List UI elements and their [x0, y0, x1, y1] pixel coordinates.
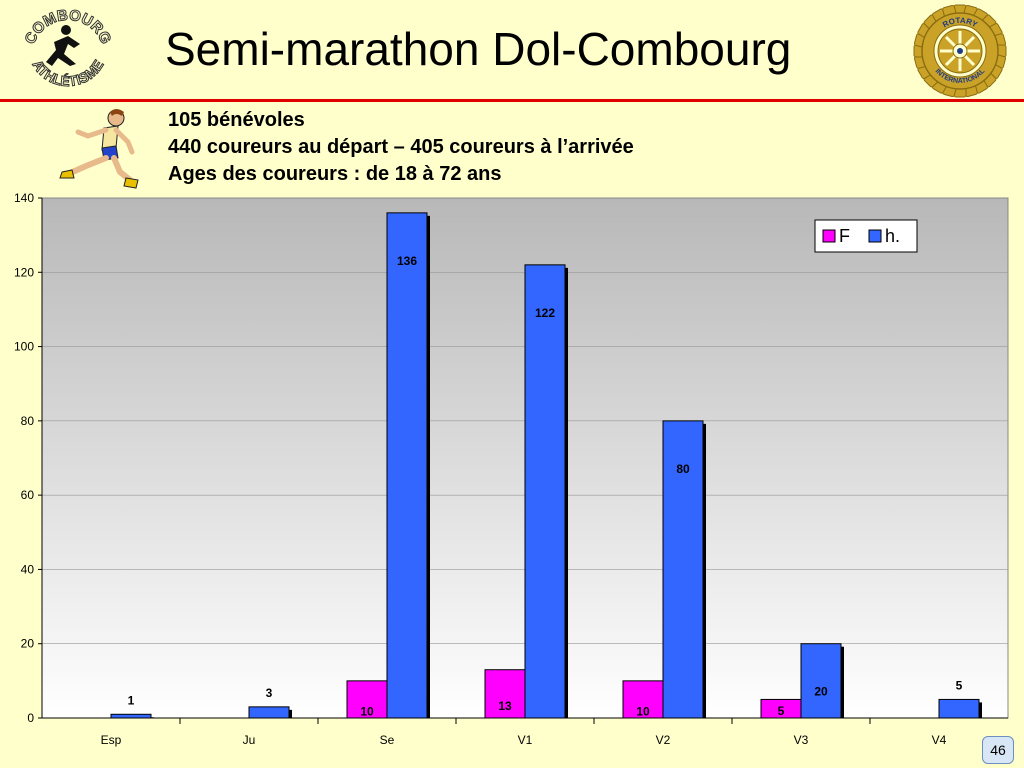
data-label: 20	[814, 685, 828, 699]
legend-label-h: h.	[885, 226, 900, 246]
legend-swatch-h	[868, 229, 882, 243]
y-tick-label: 60	[21, 488, 35, 502]
info-line-ages: Ages des coureurs : de 18 à 72 ans	[168, 163, 502, 185]
bar-h-v1	[524, 264, 566, 719]
x-tick-label: Esp	[101, 733, 122, 747]
x-tick-label: V1	[518, 733, 533, 747]
bar-h-esp	[110, 713, 152, 719]
data-label: 13	[498, 699, 512, 713]
rotary-international-logo: ROTARY INTERNATIONAL	[912, 2, 1008, 100]
y-tick-label: 0	[27, 711, 34, 725]
info-text-block: 105 bénévoles 440 coureurs au départ – 4…	[168, 107, 634, 188]
data-label: 136	[397, 254, 417, 268]
bar-chart-svg: 0 20 40 60 80 100 120 140 Esp 1 Ju 3 Se 10 136 V1 13 122 V…	[14, 191, 1009, 747]
x-tick-label: Se	[380, 733, 395, 747]
bar-h-se	[386, 212, 428, 719]
data-label: 10	[360, 704, 374, 718]
legend-label-f: F	[839, 226, 850, 246]
bar-h-v4	[938, 698, 980, 719]
svg-text:ROTARY: ROTARY	[941, 16, 979, 30]
bar-f-v1	[484, 669, 526, 719]
y-tick-label: 140	[14, 191, 34, 205]
bar-h-ju	[248, 706, 290, 719]
bar-f-se	[346, 680, 388, 719]
x-tick-label: V2	[656, 733, 671, 747]
slide-title: Semi-marathon Dol-Combourg	[165, 23, 792, 75]
legend-swatch-f	[822, 229, 836, 243]
data-label: 1	[128, 693, 135, 707]
data-label: 10	[636, 704, 650, 718]
y-tick-label: 80	[21, 414, 35, 428]
x-tick-label: V3	[794, 733, 809, 747]
y-tick-label: 20	[21, 637, 35, 651]
bar-chart: 0 20 40 60 80 100 120 140 Esp 1 Ju 3 Se 10 136 V1 13 122 V…	[0, 190, 1024, 750]
data-label: 5	[778, 704, 785, 718]
info-line-volunteers: 105 bénévoles	[168, 109, 305, 131]
runner-clipart	[58, 106, 140, 190]
data-label: 5	[956, 678, 963, 692]
data-label: 80	[676, 462, 690, 476]
bar-h-v3	[800, 643, 842, 719]
data-label: 122	[535, 306, 555, 320]
x-tick-label: V4	[932, 733, 947, 747]
bar-h-v2	[662, 420, 704, 719]
page-number: 46	[982, 736, 1014, 764]
combourg-athletisme-logo: COMBOURG ATHLÉTISME	[18, 4, 118, 94]
title-divider	[0, 99, 1024, 102]
y-tick-label: 120	[14, 265, 34, 279]
x-tick-label: Ju	[243, 733, 256, 747]
info-line-runners: 440 coureurs au départ – 405 coureurs à …	[168, 136, 634, 158]
y-tick-label: 100	[14, 340, 34, 354]
y-tick-label: 40	[21, 562, 35, 576]
data-label: 3	[266, 686, 273, 700]
